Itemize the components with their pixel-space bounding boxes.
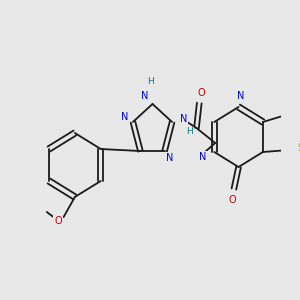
Text: H: H: [147, 77, 154, 86]
Text: O: O: [197, 88, 205, 98]
Text: H: H: [187, 128, 193, 136]
Text: N: N: [121, 112, 128, 122]
Text: S: S: [297, 143, 300, 153]
Text: N: N: [237, 91, 244, 101]
Text: O: O: [54, 216, 62, 226]
Text: N: N: [200, 152, 207, 162]
Text: N: N: [141, 91, 149, 101]
Text: O: O: [228, 195, 236, 205]
Text: N: N: [166, 153, 173, 163]
Text: N: N: [180, 114, 187, 124]
